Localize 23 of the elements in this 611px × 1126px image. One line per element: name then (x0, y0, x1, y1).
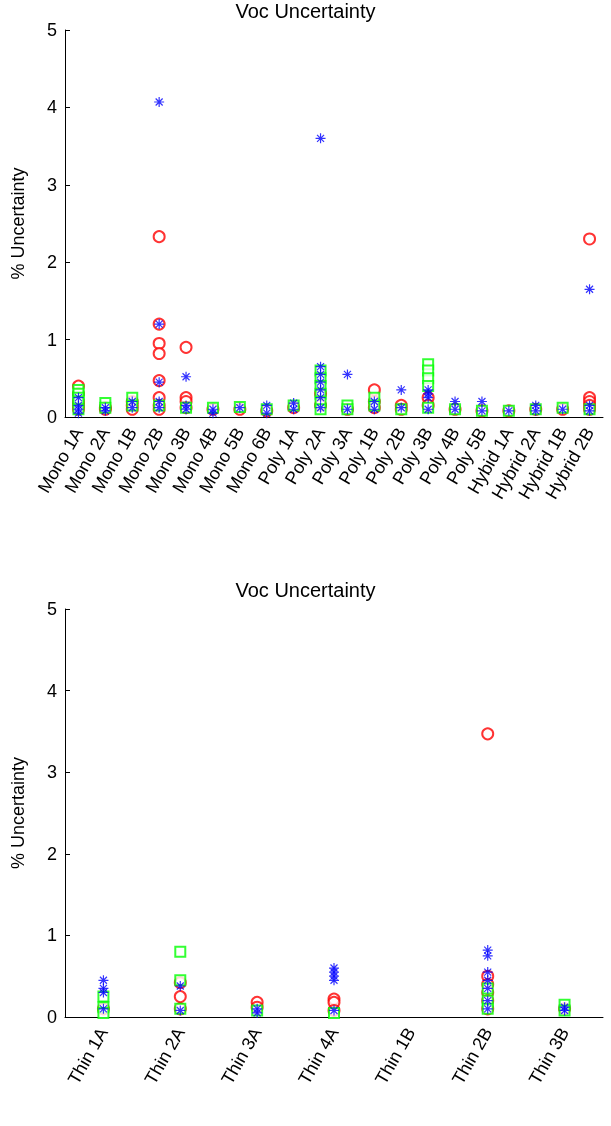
x-tick-label: Thin 1A (63, 1024, 113, 1088)
y-tick-label: 4 (46, 97, 57, 118)
chart-title: Voc Uncertainty (235, 579, 376, 601)
x-tick-label: Thin 2A (140, 1024, 189, 1088)
y-tick-label: 0 (46, 1007, 57, 1027)
x-tick-label: Thin 4A (294, 1024, 343, 1088)
y-tick-label: 3 (46, 762, 57, 783)
y-tick-label: 5 (46, 599, 57, 619)
y-tick-label: 3 (46, 174, 57, 195)
y-axis-title: % Uncertainty (8, 167, 28, 280)
y-tick-label: 0 (46, 407, 57, 427)
y-axis-title: % Uncertainty (8, 756, 28, 870)
x-tick-label: Thin 3A (217, 1024, 266, 1088)
y-tick-label: 2 (46, 843, 57, 864)
x-tick-label: Thin 1B (371, 1024, 420, 1088)
y-tick-label: 5 (46, 20, 57, 40)
x-tick-label: Thin 2B (448, 1024, 497, 1088)
y-tick-label: 4 (46, 680, 57, 701)
y-tick-label: 2 (46, 252, 57, 273)
y-tick-label: 1 (46, 329, 57, 350)
chart-title: Voc Uncertainty (235, 0, 376, 22)
y-tick-label: 1 (46, 925, 57, 946)
x-tick-label: Thin 3B (524, 1024, 574, 1088)
